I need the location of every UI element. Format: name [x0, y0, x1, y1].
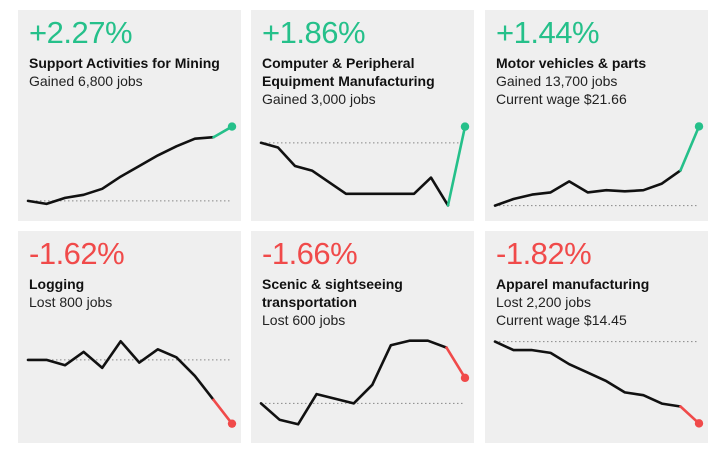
jobs-change-label: Gained 13,700 jobs	[496, 73, 618, 89]
line-plot	[26, 122, 237, 206]
percent-change: +2.27%	[29, 15, 133, 50]
percent-change: +1.86%	[262, 15, 366, 50]
series-line	[493, 340, 682, 408]
jobs-change-label: Lost 600 jobs	[262, 312, 346, 328]
chart-panel: -1.62% Logging Lost 800 jobs	[18, 231, 241, 443]
end-point-marker	[227, 419, 237, 428]
jobs-change-label: Lost 800 jobs	[29, 294, 113, 310]
end-point-marker	[227, 122, 237, 131]
line-plot	[493, 340, 704, 428]
chart-panel: -1.66% Scenic & sightseeing transportatio…	[251, 231, 474, 443]
jobs-change-label: Gained 3,000 jobs	[262, 91, 376, 107]
chart-panel: +1.86% Computer & Peripheral Equipment Ma…	[251, 10, 474, 221]
chart-title: Computer & Peripheral Equipment Manufact…	[262, 55, 435, 89]
chart-title: Scenic & sightseeing transportation	[262, 276, 403, 310]
end-point-marker	[460, 373, 470, 383]
chart-title: Support Activities for Mining	[29, 55, 220, 71]
series-line	[493, 169, 682, 207]
series-line	[259, 339, 448, 426]
end-point-marker	[460, 122, 470, 131]
line-plot	[259, 122, 470, 207]
recent-change-line	[445, 346, 467, 380]
recent-change-line	[212, 398, 234, 425]
chart-title: Logging	[29, 276, 85, 292]
line-plot	[493, 122, 704, 207]
wage-label: Current wage $21.66	[496, 91, 627, 107]
recent-change-line	[446, 125, 467, 207]
wage-label: Current wage $14.45	[496, 312, 627, 328]
end-point-marker	[694, 419, 704, 428]
chart-panel: +2.27% Support Activities for Mining Gaine…	[18, 10, 241, 221]
chart-title: Motor vehicles & parts	[496, 55, 647, 71]
line-plot	[26, 340, 237, 428]
chart-panel: +1.44% Motor vehicles & parts Gained 13,70…	[485, 10, 708, 221]
line-plot	[259, 339, 470, 426]
percent-change: +1.44%	[496, 15, 600, 50]
series-line	[259, 141, 450, 207]
percent-change: -1.82%	[496, 236, 592, 271]
jobs-change-label: Lost 2,200 jobs	[496, 294, 591, 310]
percent-change: -1.62%	[29, 236, 125, 271]
percent-change: -1.66%	[262, 236, 358, 271]
series-line	[26, 340, 215, 402]
recent-change-line	[679, 125, 701, 172]
series-line	[26, 135, 215, 206]
end-point-marker	[694, 122, 704, 131]
chart-panel: -1.82% Apparel manufacturing Lost 2,200 jo…	[485, 231, 708, 443]
chart-title: Apparel manufacturing	[496, 276, 650, 292]
jobs-change-label: Gained 6,800 jobs	[29, 73, 143, 89]
